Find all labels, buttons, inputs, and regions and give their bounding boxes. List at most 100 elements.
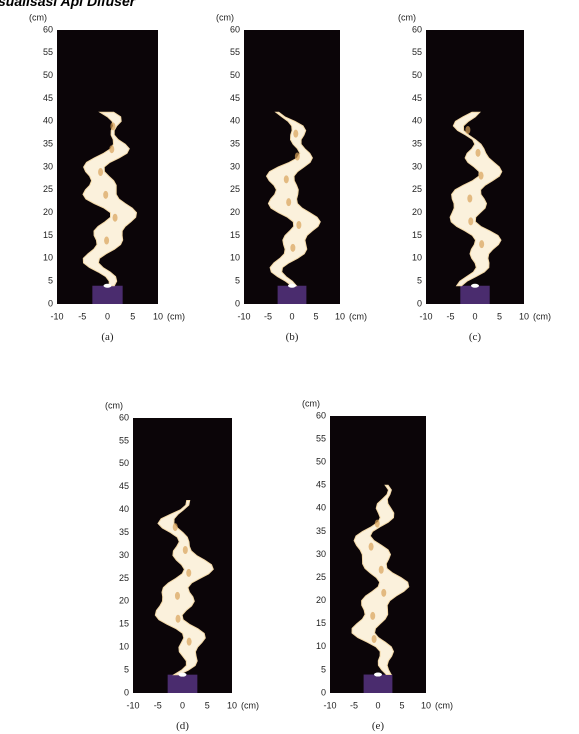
y-tick-label: 5	[48, 276, 53, 286]
y-tick-label: 5	[235, 276, 240, 286]
x-tick-label: 10	[227, 700, 237, 710]
y-tick-label: 40	[43, 116, 53, 126]
y-tick-label: 5	[124, 664, 129, 674]
y-tick-label: 25	[119, 573, 129, 583]
flame-glow	[296, 221, 301, 229]
flame-glow	[379, 566, 384, 574]
y-tick-label: 40	[230, 116, 240, 126]
y-tick-label: 0	[321, 687, 326, 697]
flame-glow	[372, 635, 377, 643]
y-tick-label: 40	[316, 503, 326, 513]
x-tick-label: 0	[472, 311, 477, 321]
flame-glow	[476, 149, 481, 157]
flame-glow	[468, 217, 473, 225]
flame-glow	[375, 520, 380, 528]
y-tick-label: 60	[316, 410, 326, 420]
x-tick-label: -10	[237, 311, 250, 321]
y-tick-label: 25	[412, 184, 422, 194]
flame-glow	[370, 612, 375, 620]
y-tick-label: 50	[412, 70, 422, 80]
burner	[364, 675, 393, 693]
x-tick-label: 5	[130, 311, 135, 321]
y-tick-label: 5	[321, 664, 326, 674]
burner-glow	[374, 673, 382, 677]
flame-glow	[295, 152, 300, 160]
y-tick-label: 15	[119, 619, 129, 629]
flame-glow	[369, 543, 374, 551]
y-tick-label: 50	[230, 70, 240, 80]
x-tick-label: 5	[313, 311, 318, 321]
x-tick-label: 10	[335, 311, 345, 321]
flame-glow	[465, 126, 470, 134]
y-tick-label: 50	[43, 70, 53, 80]
burner	[278, 286, 307, 304]
flame-glow	[98, 168, 103, 176]
y-tick-label: 0	[124, 687, 129, 697]
y-tick-label: 45	[119, 481, 129, 491]
y-tick-label: 10	[412, 253, 422, 263]
y-tick-label: 15	[230, 230, 240, 240]
x-tick-label: -5	[78, 311, 86, 321]
y-tick-label: 45	[230, 93, 240, 103]
burner-glow	[471, 284, 479, 288]
y-tick-label: 20	[316, 595, 326, 605]
y-tick-label: 0	[417, 298, 422, 308]
y-tick-label: 10	[316, 641, 326, 651]
x-tick-label: 10	[519, 311, 529, 321]
y-tick-label: 50	[316, 457, 326, 467]
x-tick-label: 10	[153, 311, 163, 321]
flame-glow	[479, 172, 484, 180]
y-tick-label: 25	[316, 572, 326, 582]
flame-glow	[187, 638, 192, 646]
y-tick-label: 30	[230, 161, 240, 171]
y-tick-label: 50	[119, 458, 129, 468]
x-tick-label: -10	[50, 311, 63, 321]
y-tick-label: 10	[230, 253, 240, 263]
panel: 051015202530354045505560(cm)-10-50510(cm…	[398, 12, 551, 343]
y-tick-label: 0	[235, 298, 240, 308]
flame-glow	[175, 592, 180, 600]
flame-glow	[183, 546, 188, 554]
x-tick-label: -5	[350, 700, 358, 710]
burner	[460, 286, 489, 304]
x-axis-unit: (cm)	[533, 311, 551, 321]
y-axis-unit: (cm)	[29, 12, 47, 22]
y-tick-label: 20	[230, 207, 240, 217]
panel-label: (a)	[101, 331, 114, 343]
y-tick-label: 60	[412, 24, 422, 34]
y-axis-unit: (cm)	[398, 12, 416, 22]
flame-glow	[467, 195, 472, 203]
x-tick-label: -5	[264, 311, 272, 321]
y-tick-label: 45	[43, 93, 53, 103]
y-tick-label: 40	[119, 504, 129, 514]
x-tick-label: 5	[497, 311, 502, 321]
flame-glow	[381, 589, 386, 597]
x-tick-label: -10	[419, 311, 432, 321]
y-tick-label: 20	[43, 207, 53, 217]
x-tick-label: 10	[421, 700, 431, 710]
y-tick-label: 20	[119, 596, 129, 606]
y-tick-label: 15	[43, 230, 53, 240]
flame-glow	[113, 214, 118, 222]
y-tick-label: 15	[412, 230, 422, 240]
y-tick-label: 35	[119, 527, 129, 537]
y-tick-label: 15	[316, 618, 326, 628]
y-tick-label: 25	[230, 184, 240, 194]
y-tick-label: 30	[412, 161, 422, 171]
burner-glow	[288, 284, 296, 288]
y-tick-label: 55	[412, 47, 422, 57]
figure-title: sualisasi Api Difuser	[0, 0, 137, 9]
figure: sualisasi Api Difuser 0 5 10 15 20 25 30 35 40 45…	[0, 0, 579, 734]
y-tick-label: 35	[316, 526, 326, 536]
y-tick-label: 60	[119, 412, 129, 422]
y-tick-label: 0	[48, 298, 53, 308]
y-tick-label: 5	[417, 276, 422, 286]
y-axis-unit: (cm)	[302, 398, 320, 408]
y-tick-label: 60	[43, 24, 53, 34]
burner-glow	[104, 284, 112, 288]
panel-label: (e)	[372, 720, 385, 732]
y-tick-label: 40	[412, 116, 422, 126]
x-tick-label: -10	[323, 700, 336, 710]
x-tick-label: 5	[205, 700, 210, 710]
